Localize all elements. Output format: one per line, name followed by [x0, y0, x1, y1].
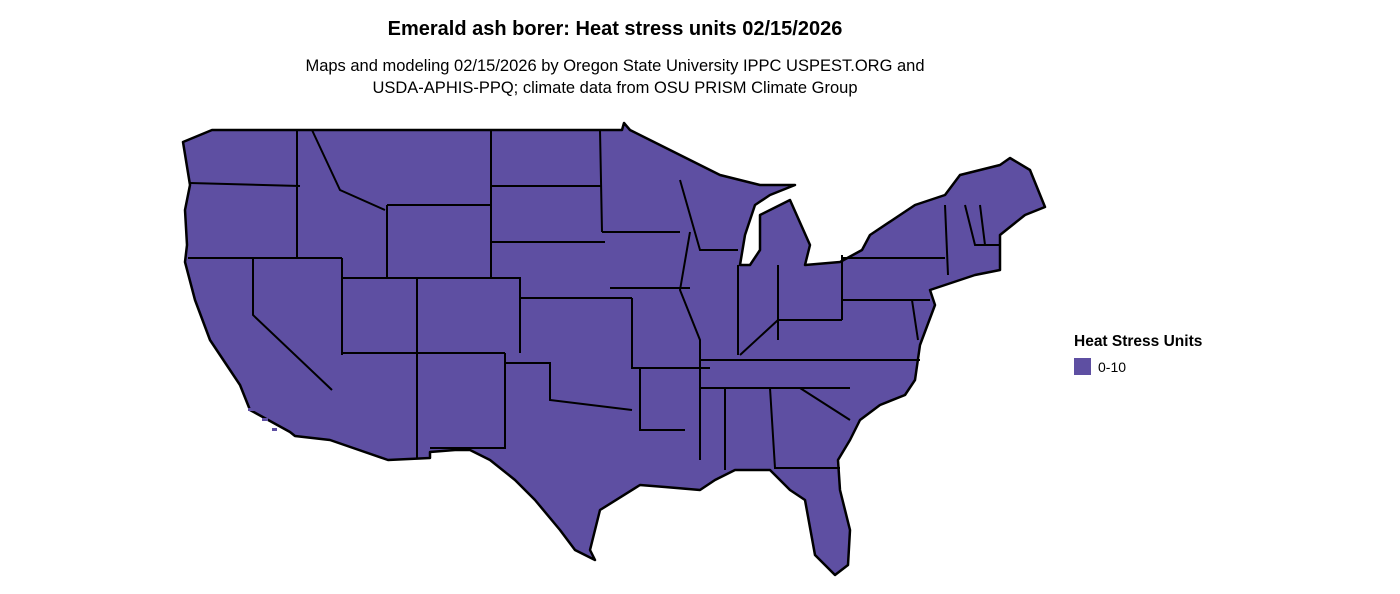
map-title: Emerald ash borer: Heat stress units 02/… [387, 18, 843, 40]
legend-title: Heat Stress Units [1074, 333, 1203, 350]
legend: Heat Stress Units 0-10 [1074, 333, 1202, 375]
legend-swatch [1074, 358, 1091, 375]
legend-label: 0-10 [1098, 358, 1127, 375]
state-borders [188, 129, 1000, 470]
legend-item: 0-10 [1074, 358, 1202, 375]
channel-islands [248, 408, 277, 431]
us-outline [181, 121, 1047, 577]
subtitle-line-1: Maps and modeling 02/15/2026 by Oregon S… [305, 57, 925, 75]
subtitle-line-2: USDA-APHIS-PPQ; climate data from OSU PR… [372, 79, 858, 97]
map-subtitle: Maps and modeling 02/15/2026 by Oregon S… [0, 55, 1230, 99]
